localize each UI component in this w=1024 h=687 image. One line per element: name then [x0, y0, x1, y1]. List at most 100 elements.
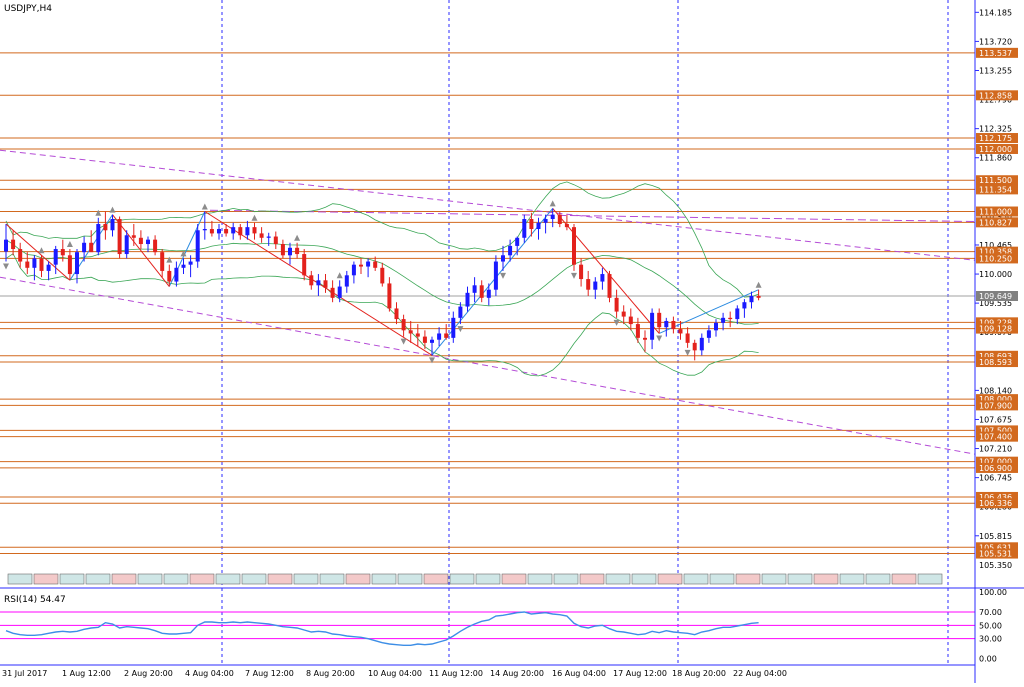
candle-body	[252, 227, 257, 234]
rsi-tick-label: 100.00	[979, 588, 1007, 597]
candle-body	[387, 283, 392, 309]
candle-body	[486, 289, 491, 298]
candle-body	[671, 320, 676, 330]
session-marker-box	[293, 573, 319, 585]
time-axis-label: 11 Aug 12:00	[429, 669, 483, 678]
candle-body	[103, 224, 108, 231]
candle-body	[706, 330, 711, 338]
session-marker-box	[657, 573, 683, 585]
fractal-down-icon	[500, 272, 506, 279]
fractal-up-icon	[66, 241, 73, 248]
candle-body	[75, 252, 79, 275]
candle-body	[614, 297, 619, 312]
candle-body	[437, 333, 442, 340]
session-marker-box	[241, 573, 267, 585]
candle-body	[728, 317, 733, 320]
candle-body	[4, 239, 8, 252]
price-tick-label: 110.000	[979, 270, 1012, 279]
candle-body	[451, 317, 456, 338]
level-price-box	[976, 323, 1018, 334]
candle-body	[330, 287, 335, 298]
candle-body	[479, 285, 484, 298]
candle-body	[359, 264, 363, 267]
level-price-label: 108.593	[979, 358, 1012, 367]
level-price-label: 112.000	[979, 145, 1012, 154]
session-marker-box	[189, 573, 215, 585]
channel-lower-line	[0, 276, 976, 455]
session-marker-box	[59, 573, 85, 585]
candle-body	[32, 258, 37, 268]
level-price-box	[976, 206, 1018, 217]
candle-body	[522, 219, 527, 238]
channel-upper-line	[0, 149, 976, 261]
candle-body	[366, 261, 371, 267]
candle-body	[444, 333, 449, 338]
lower-band-line	[5, 253, 759, 377]
candle-body	[543, 219, 548, 223]
candle-body	[337, 286, 342, 298]
time-axis-label: 8 Aug 20:00	[306, 669, 355, 678]
level-price-box	[976, 175, 1018, 186]
session-marker-box	[267, 573, 293, 585]
candle-body	[195, 230, 200, 262]
level-price-box	[976, 400, 1018, 411]
candle-body	[273, 236, 278, 245]
fractal-up-icon	[336, 272, 343, 279]
session-marker-box	[553, 573, 579, 585]
price-tick-label: 112.325	[979, 125, 1012, 134]
rsi-tick-label: 70.00	[979, 608, 1002, 617]
candle-body	[89, 242, 94, 253]
rsi-line	[5, 611, 759, 646]
level-price-box	[976, 246, 1018, 257]
candle-body	[657, 312, 662, 328]
candle-body	[316, 280, 321, 286]
session-marker-box	[449, 573, 475, 585]
fractal-up-icon	[549, 200, 556, 207]
level-price-label: 111.500	[979, 176, 1012, 185]
fractal-down-icon	[571, 272, 577, 279]
price-tick-label: 113.255	[979, 66, 1012, 75]
candle-body	[408, 330, 413, 334]
candle-body	[579, 264, 584, 280]
fractal-up-icon	[755, 281, 762, 288]
candle-body	[146, 239, 150, 245]
candle-body	[735, 308, 740, 320]
level-price-box	[976, 548, 1018, 559]
candle-body	[351, 264, 356, 276]
price-tick-label: 105.815	[979, 532, 1012, 541]
candle-body	[650, 312, 655, 340]
session-marker-box	[709, 573, 735, 585]
channel-mid-line	[209, 209, 976, 223]
candle-body	[174, 267, 179, 282]
candle-body	[529, 219, 534, 230]
candle-body	[458, 306, 463, 318]
level-price-box	[976, 462, 1018, 473]
candle-body	[18, 249, 23, 262]
time-axis-label: 4 Aug 04:00	[185, 669, 234, 678]
session-marker-box	[215, 573, 241, 585]
candle-body	[181, 264, 186, 268]
candle-body	[593, 281, 598, 290]
candle-body	[493, 261, 498, 290]
session-marker-box	[761, 573, 787, 585]
candle-body	[238, 227, 243, 236]
level-price-label: 106.336	[979, 499, 1012, 508]
price-tick-label: 109.535	[979, 299, 1012, 308]
level-price-label: 105.531	[979, 550, 1012, 559]
candle-body	[188, 261, 193, 265]
candle-body	[628, 316, 633, 325]
session-marker-box	[527, 573, 553, 585]
level-price-box	[976, 350, 1018, 361]
time-axis-label: 7 Aug 12:00	[245, 669, 294, 678]
level-price-label: 108.000	[979, 395, 1012, 404]
session-marker-box	[163, 573, 189, 585]
candle-body	[373, 261, 378, 268]
time-axis-label: 17 Aug 12:00	[613, 669, 667, 678]
session-marker-box	[7, 573, 33, 585]
level-price-label: 112.175	[979, 134, 1012, 143]
session-marker-box	[319, 573, 345, 585]
candle-body	[415, 333, 420, 337]
candle-body	[309, 275, 314, 286]
candle-body	[46, 264, 51, 271]
